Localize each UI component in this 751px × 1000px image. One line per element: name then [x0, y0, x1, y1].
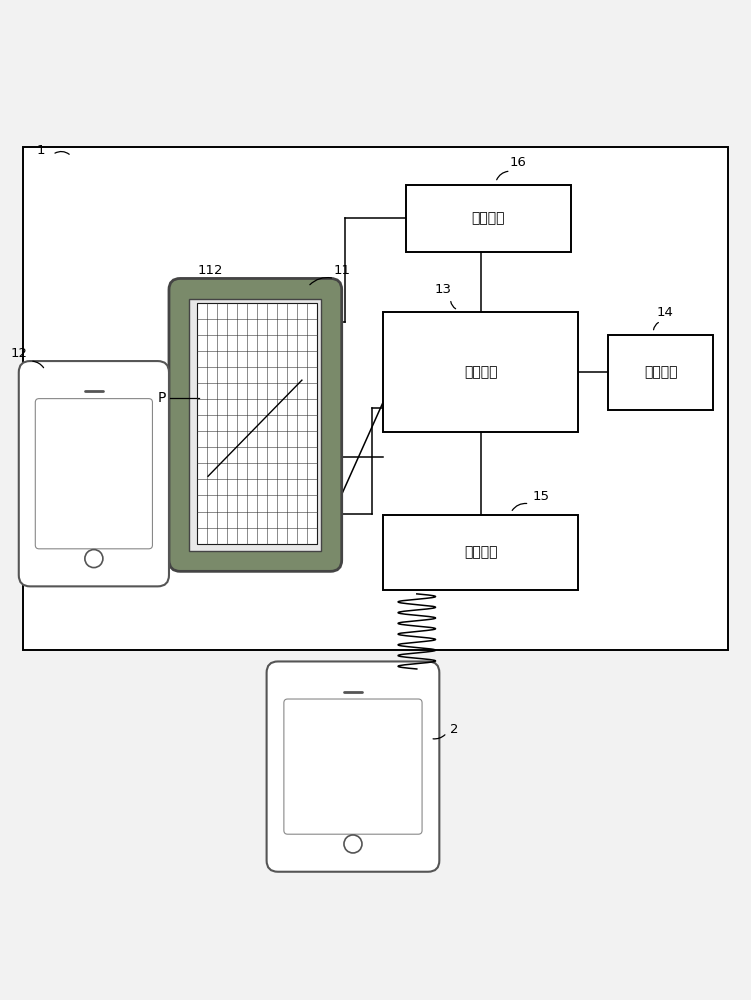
Bar: [608, 335, 713, 410]
Text: 13: 13: [435, 283, 451, 296]
Text: 15: 15: [532, 490, 549, 503]
Bar: [406, 185, 571, 252]
FancyBboxPatch shape: [267, 661, 439, 872]
Text: 11: 11: [333, 264, 350, 277]
Bar: [383, 515, 578, 590]
Bar: [23, 147, 728, 650]
Text: 记忆单元: 记忆单元: [644, 365, 677, 379]
Bar: [197, 303, 317, 544]
FancyBboxPatch shape: [19, 361, 169, 586]
Text: 12: 12: [11, 347, 27, 360]
Text: 16: 16: [510, 156, 526, 169]
Text: P: P: [157, 391, 166, 405]
Text: 14: 14: [656, 306, 673, 319]
Text: 1: 1: [36, 144, 45, 157]
Text: 无线模块: 无线模块: [464, 546, 497, 560]
Bar: [383, 312, 578, 432]
Text: 2: 2: [450, 723, 459, 736]
Text: 112: 112: [198, 264, 223, 277]
Text: 控制单元: 控制单元: [464, 365, 497, 379]
Bar: [189, 299, 321, 551]
FancyBboxPatch shape: [284, 699, 422, 834]
FancyBboxPatch shape: [169, 278, 342, 571]
FancyBboxPatch shape: [35, 399, 152, 549]
Text: 感测单元: 感测单元: [472, 211, 505, 225]
